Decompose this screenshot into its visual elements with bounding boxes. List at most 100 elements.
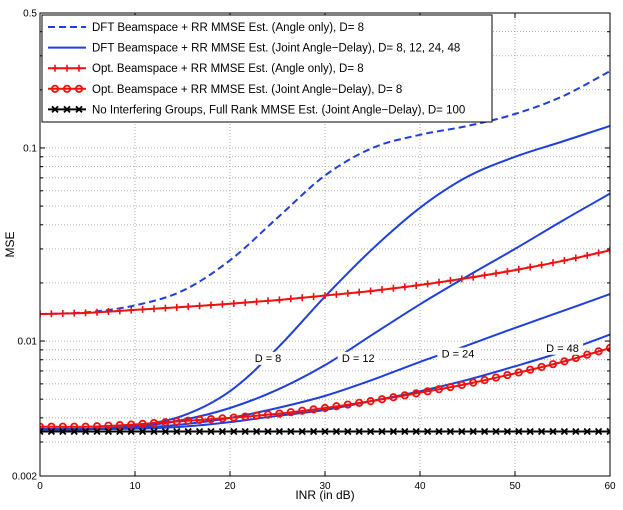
x-marker: [560, 427, 569, 436]
x-marker: [401, 427, 409, 436]
series-line: [40, 192, 610, 431]
circle-marker: [503, 370, 512, 380]
circle-marker: [320, 403, 330, 413]
circle-marker: [298, 406, 307, 415]
x-marker: [40, 427, 44, 436]
x-tick-label: 40: [414, 481, 426, 492]
y-tick-label: 0.01: [18, 337, 38, 348]
legend-label: DFT Beamspace + RR MMSE Est. (Joint Angl…: [92, 43, 460, 55]
legend-label: Opt. Beamspace + RR MMSE Est. (Joint Ang…: [92, 84, 402, 96]
x-marker: [446, 427, 455, 436]
series-group: [40, 192, 610, 431]
circle-marker: [412, 389, 421, 398]
x-marker: [412, 427, 420, 436]
circle-marker: [127, 420, 136, 429]
x-marker: [458, 427, 466, 436]
series-group: [40, 333, 610, 431]
series-line: [40, 70, 610, 316]
plus-marker: [241, 299, 249, 307]
plus-marker: [70, 309, 78, 317]
circle-marker: [263, 410, 273, 419]
x-marker: [59, 427, 67, 436]
circle-marker: [514, 368, 523, 377]
circle-marker: [309, 405, 318, 414]
circle-marker: [229, 413, 238, 422]
circle-marker: [594, 347, 603, 356]
plus-marker: [412, 282, 420, 290]
plus-marker: [51, 64, 59, 72]
plus-marker: [446, 277, 454, 285]
x-marker: [389, 427, 398, 436]
axis-ticks: 0 10 20 30 40 50 60 0.002 0.01 0.1 0.5: [12, 9, 616, 493]
legend-label: No Interfering Groups, Full Rank MMSE Es…: [92, 104, 465, 116]
plus-marker: [503, 267, 511, 275]
y-tick-label: 0.002: [12, 472, 37, 483]
x-tick-label: 30: [319, 481, 331, 492]
x-marker: [594, 427, 603, 436]
plus-marker: [526, 263, 534, 271]
plus-marker: [63, 64, 71, 72]
plus-marker: [116, 307, 124, 315]
circle-marker: [343, 400, 352, 409]
series-group: [40, 246, 610, 318]
x-tick-label: 10: [129, 481, 141, 492]
x-marker: [173, 427, 181, 436]
x-marker: [184, 427, 192, 436]
circle-marker: [47, 422, 56, 431]
plus-marker: [481, 271, 489, 279]
x-marker: [469, 427, 477, 436]
x-marker: [127, 427, 135, 436]
plus-marker: [560, 256, 568, 264]
plus-marker: [230, 299, 238, 307]
x-marker: [195, 427, 204, 436]
circle-marker: [537, 362, 546, 372]
plus-marker: [184, 303, 192, 311]
y-tick-label: 0.1: [23, 143, 37, 154]
plus-marker: [549, 259, 557, 267]
x-marker: [207, 427, 215, 436]
plus-marker: [173, 303, 181, 311]
circle-marker: [560, 357, 569, 366]
plus-marker: [287, 295, 295, 303]
plus-marker: [378, 286, 386, 294]
circle-marker: [218, 414, 227, 423]
circle-marker: [583, 350, 592, 359]
plus-marker: [310, 293, 318, 301]
plus-marker: [344, 289, 352, 297]
x-marker: [344, 427, 352, 436]
circle-marker: [74, 84, 84, 93]
plus-marker: [139, 305, 147, 313]
plus-marker: [401, 283, 409, 291]
x-marker: [70, 427, 78, 436]
circle-marker: [434, 385, 444, 394]
circle-marker: [355, 398, 364, 407]
plus-marker: [321, 292, 329, 300]
x-tick-label: 20: [224, 481, 236, 492]
y-axis-label: MSE: [3, 231, 17, 257]
legend-entry: Opt. Beamspace + RR MMSE Est. (Joint Ang…: [48, 84, 402, 96]
annotation-background: [541, 341, 584, 355]
circle-marker: [40, 422, 45, 431]
circle-marker: [377, 395, 387, 404]
plus-marker: [435, 278, 443, 286]
x-marker: [606, 427, 610, 436]
circle-marker: [548, 360, 558, 369]
legend-entry: Opt. Beamspace + RR MMSE Est. (Angle onl…: [48, 63, 364, 75]
plus-marker: [515, 265, 523, 273]
circle-marker: [50, 84, 60, 93]
x-marker: [321, 427, 329, 436]
x-marker: [435, 427, 443, 436]
circle-marker: [275, 409, 284, 418]
x-marker: [503, 427, 512, 436]
x-marker: [47, 427, 56, 436]
legend-label: DFT Beamspace + RR MMSE Est. (Angle only…: [92, 22, 364, 34]
plus-marker: [492, 269, 500, 277]
x-marker: [93, 427, 101, 436]
x-marker: [480, 427, 489, 436]
x-marker: [252, 427, 261, 436]
x-marker: [549, 427, 557, 436]
circle-marker: [286, 408, 295, 417]
plus-marker: [458, 275, 466, 283]
x-marker: [138, 427, 147, 436]
plus-marker: [59, 309, 67, 317]
